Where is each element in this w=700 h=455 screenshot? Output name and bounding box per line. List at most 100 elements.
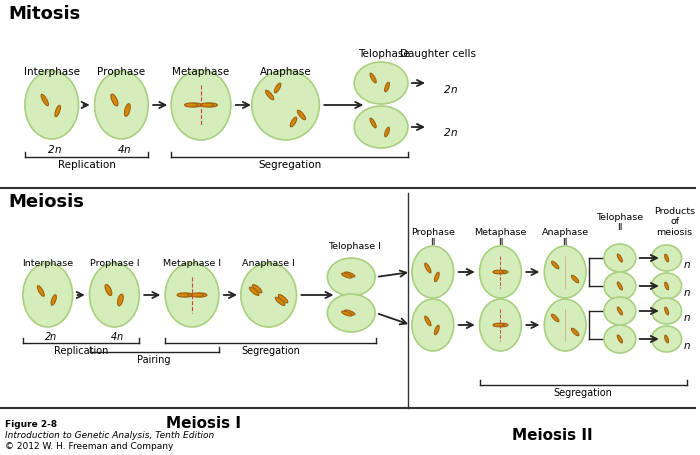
Ellipse shape <box>665 307 668 315</box>
Ellipse shape <box>252 70 319 140</box>
Ellipse shape <box>191 293 203 297</box>
Ellipse shape <box>241 263 297 327</box>
Ellipse shape <box>344 310 355 315</box>
Text: 2: 2 <box>444 128 451 138</box>
Ellipse shape <box>298 110 306 120</box>
Ellipse shape <box>354 106 408 148</box>
Ellipse shape <box>51 295 57 305</box>
Ellipse shape <box>617 254 622 262</box>
Text: Replication: Replication <box>54 346 108 356</box>
Ellipse shape <box>480 246 522 298</box>
Ellipse shape <box>25 71 78 139</box>
Text: Interphase: Interphase <box>24 67 80 77</box>
Ellipse shape <box>200 103 214 107</box>
Ellipse shape <box>265 90 274 100</box>
Text: n: n <box>55 145 61 155</box>
Text: Mitosis: Mitosis <box>8 5 81 23</box>
Ellipse shape <box>125 104 130 116</box>
Ellipse shape <box>171 70 231 140</box>
Ellipse shape <box>249 287 259 295</box>
Ellipse shape <box>604 325 636 353</box>
Text: © 2012 W. H. Freeman and Company: © 2012 W. H. Freeman and Company <box>5 442 174 451</box>
Ellipse shape <box>604 297 636 325</box>
Ellipse shape <box>188 103 202 107</box>
Text: Prophase: Prophase <box>97 67 146 77</box>
Ellipse shape <box>370 118 376 128</box>
Text: n: n <box>683 288 690 298</box>
Ellipse shape <box>290 117 297 127</box>
Text: n: n <box>683 260 690 270</box>
Ellipse shape <box>493 323 504 327</box>
Text: Figure 2-8: Figure 2-8 <box>5 420 57 429</box>
Text: Meiosis I: Meiosis I <box>167 416 242 431</box>
Text: Interphase: Interphase <box>22 259 74 268</box>
Text: Pairing: Pairing <box>137 355 171 365</box>
Text: 2: 2 <box>48 145 55 155</box>
Text: Metaphase: Metaphase <box>172 67 230 77</box>
Text: Anaphase
II: Anaphase II <box>542 228 589 248</box>
Ellipse shape <box>55 105 60 116</box>
Ellipse shape <box>328 294 375 332</box>
Ellipse shape <box>545 299 586 351</box>
Ellipse shape <box>23 263 73 327</box>
Ellipse shape <box>652 273 682 299</box>
Text: n: n <box>683 313 690 323</box>
Ellipse shape <box>37 286 44 296</box>
Text: Anaphase: Anaphase <box>260 67 312 77</box>
Ellipse shape <box>279 294 288 303</box>
Text: Segregation: Segregation <box>241 346 300 356</box>
Ellipse shape <box>342 273 352 278</box>
Text: Replication: Replication <box>57 160 116 170</box>
Text: 2: 2 <box>45 332 51 342</box>
Text: Meiosis II: Meiosis II <box>512 428 592 443</box>
Text: Segregation: Segregation <box>554 388 612 398</box>
Ellipse shape <box>497 270 508 274</box>
Ellipse shape <box>412 299 454 351</box>
Ellipse shape <box>412 246 454 298</box>
Ellipse shape <box>652 326 682 352</box>
Text: Introduction to Genetic Analysis, Tenth Edition: Introduction to Genetic Analysis, Tenth … <box>5 431 214 440</box>
Ellipse shape <box>342 311 352 316</box>
Ellipse shape <box>94 71 148 139</box>
Text: 2: 2 <box>444 85 451 95</box>
Ellipse shape <box>195 293 207 297</box>
Ellipse shape <box>545 246 586 298</box>
Ellipse shape <box>617 335 622 343</box>
Text: n: n <box>450 128 457 138</box>
Ellipse shape <box>435 272 439 282</box>
Ellipse shape <box>571 275 579 283</box>
Ellipse shape <box>552 314 559 322</box>
Text: Telophase
II: Telophase II <box>596 213 643 233</box>
Text: n: n <box>116 332 122 342</box>
Ellipse shape <box>105 284 112 296</box>
Ellipse shape <box>185 103 197 107</box>
Ellipse shape <box>253 284 262 293</box>
Text: Segregation: Segregation <box>258 160 321 170</box>
Ellipse shape <box>177 293 189 297</box>
Ellipse shape <box>665 254 668 262</box>
Ellipse shape <box>617 307 622 315</box>
Text: Telophase: Telophase <box>358 49 410 59</box>
Ellipse shape <box>435 325 439 335</box>
Text: n: n <box>124 145 131 155</box>
Ellipse shape <box>118 294 123 306</box>
Ellipse shape <box>425 263 431 273</box>
Ellipse shape <box>275 297 285 305</box>
Ellipse shape <box>617 282 622 290</box>
Text: 4: 4 <box>111 332 118 342</box>
Text: Prophase
II: Prophase II <box>411 228 455 248</box>
Ellipse shape <box>90 263 139 327</box>
Ellipse shape <box>328 258 375 296</box>
Ellipse shape <box>571 328 579 336</box>
Ellipse shape <box>604 272 636 300</box>
Ellipse shape <box>181 293 193 297</box>
Text: 4: 4 <box>118 145 125 155</box>
Ellipse shape <box>165 263 219 327</box>
Ellipse shape <box>354 62 408 104</box>
Ellipse shape <box>41 94 48 106</box>
Ellipse shape <box>204 103 218 107</box>
Ellipse shape <box>111 94 118 106</box>
Ellipse shape <box>652 298 682 324</box>
Text: Prophase I: Prophase I <box>90 259 139 268</box>
Ellipse shape <box>497 323 508 327</box>
